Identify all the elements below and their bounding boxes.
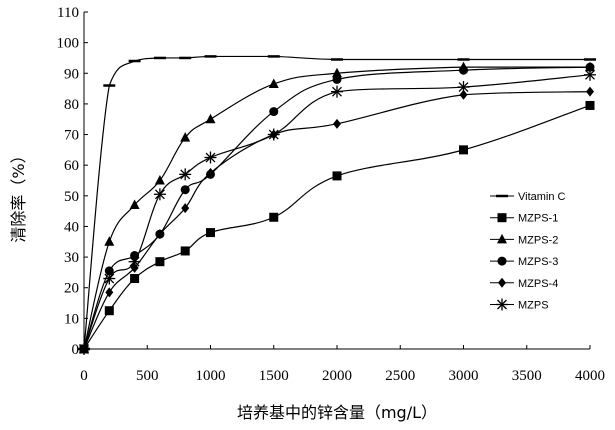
legend-entry: MZPS-2 (490, 234, 558, 247)
data-point-asterisk (129, 256, 141, 268)
data-point-asterisk (584, 69, 596, 81)
y-tick-label: 80 (64, 97, 79, 113)
x-axis-title: 培养基中的锌含量（mg/L） (237, 403, 437, 422)
x-tick-label: 2500 (385, 368, 415, 384)
data-point-square (269, 213, 278, 222)
data-point-square (586, 101, 595, 110)
x-tick-label: 3000 (449, 368, 479, 384)
data-point-triangle (155, 175, 165, 185)
x-tick-label: 4000 (575, 368, 605, 384)
y-tick-label: 90 (64, 66, 79, 82)
data-point-diamond (498, 278, 506, 288)
data-point-square (206, 228, 215, 237)
data-point-circle (498, 257, 507, 266)
series-line-mzps (84, 75, 590, 349)
y-tick-label: 100 (57, 36, 80, 52)
legend-entry: MZPS-4 (490, 278, 558, 290)
data-point-asterisk (103, 273, 115, 285)
series-mzps-4 (80, 87, 594, 354)
legend: Vitamin C MZPS-1 MZPS-2 MZPS-3 MZPS-4 MZPS (490, 191, 566, 312)
data-point-triangle (104, 236, 114, 246)
data-point-diamond (586, 87, 594, 97)
data-point-circle (459, 66, 468, 75)
data-point-asterisk (179, 168, 191, 180)
data-point-circle (181, 185, 190, 194)
x-tick-label: 2000 (322, 368, 352, 384)
x-tick-label: 500 (136, 368, 159, 384)
legend-label: MZPS-4 (518, 278, 558, 290)
data-point-square (333, 171, 342, 180)
legend-label: MZPS-2 (518, 234, 558, 246)
x-tick-label: 1500 (259, 368, 289, 384)
data-point-square (181, 246, 190, 255)
y-tick-label: 30 (64, 250, 79, 266)
y-tick-label: 40 (64, 219, 79, 235)
legend-entry: MZPS-1 (490, 213, 558, 225)
legend-entry: MZPS-3 (490, 256, 558, 268)
y-tick-label: 0 (72, 342, 80, 358)
data-point-asterisk (331, 86, 343, 98)
data-point-square (155, 257, 164, 266)
legend-label: MZPS-1 (518, 213, 558, 225)
data-point-asterisk (458, 81, 470, 93)
legend-label: Vitamin C (518, 191, 566, 203)
x-tick-label: 0 (80, 368, 88, 384)
data-point-diamond (333, 119, 341, 129)
data-point-asterisk (154, 188, 166, 200)
x-tick-label: 3500 (512, 368, 542, 384)
y-tick-label: 20 (64, 281, 79, 297)
series-line-mzps-1 (84, 105, 590, 349)
series-line-vitamin-c (84, 56, 590, 349)
legend-entry: MZPS (490, 299, 549, 312)
legend-entry: Vitamin C (490, 191, 566, 203)
legend-label: MZPS-3 (518, 256, 558, 268)
y-tick-label: 70 (64, 128, 79, 144)
data-point-triangle (206, 114, 216, 124)
data-point-circle (333, 75, 342, 84)
data-point-square (130, 274, 139, 283)
data-point-square (459, 145, 468, 154)
y-axis-title: 清除率（%） (9, 147, 28, 242)
data-point-square (105, 306, 114, 315)
y-tick-label: 60 (64, 158, 79, 174)
data-point-asterisk (496, 299, 508, 311)
series-mzps-1 (80, 101, 595, 354)
data-point-triangle (497, 234, 507, 244)
series-line-mzps-2 (84, 67, 590, 349)
series-line-mzps-4 (84, 92, 590, 349)
legend-label: MZPS (518, 300, 549, 312)
y-tick-label: 50 (64, 189, 79, 205)
data-point-square (498, 213, 507, 222)
y-tick-label: 10 (64, 311, 79, 327)
data-point-asterisk (268, 129, 280, 141)
data-point-asterisk (78, 343, 90, 355)
x-tick-label: 1000 (196, 368, 226, 384)
data-point-asterisk (205, 152, 217, 164)
line-chart: 0 10 20 30 40 50 60 70 80 90 100 110 0 500 1000 1500 200… (0, 0, 615, 430)
data-point-circle (269, 107, 278, 116)
series-line-mzps-3 (84, 67, 590, 349)
y-tick-label: 110 (57, 5, 79, 21)
